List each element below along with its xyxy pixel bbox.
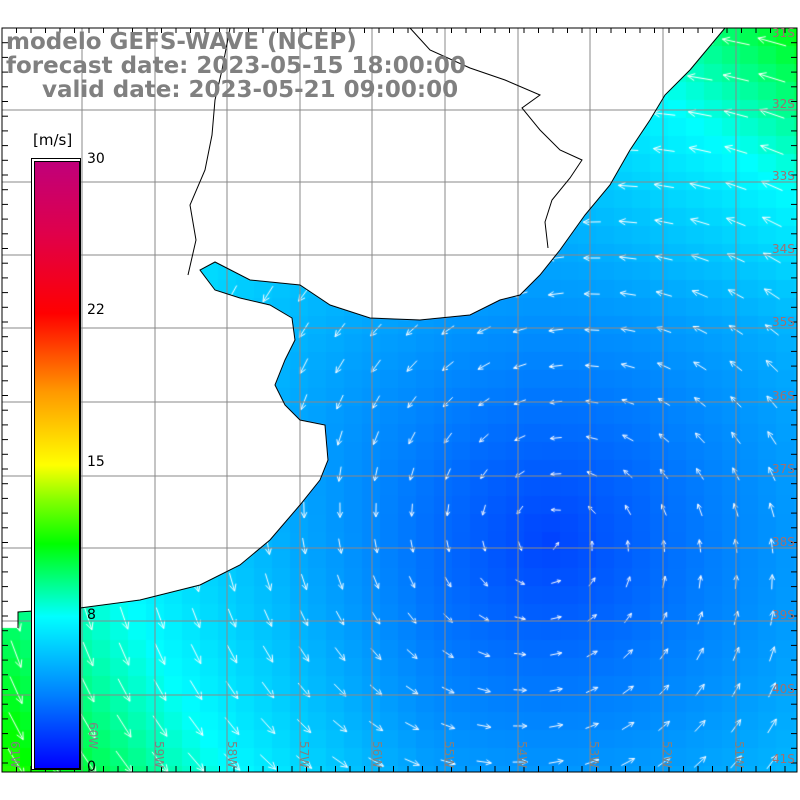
longitude-label: 54W [515, 741, 529, 769]
colorbar-label: 15 [87, 454, 105, 470]
latitude-label: 40S [772, 682, 795, 696]
latitude-label: 41S [772, 752, 795, 766]
latitude-label: 37S [772, 462, 795, 476]
colorbar-label: 0 [87, 759, 96, 775]
longitude-label: 55W [442, 741, 456, 769]
longitude-label: 61W [8, 741, 22, 769]
longitude-label: 52W [660, 741, 674, 769]
colorbar-unit: [m/s] [33, 131, 73, 149]
colorbar-label: 8 [87, 607, 96, 623]
longitude-label: 58W [225, 741, 239, 769]
colorbar [34, 161, 80, 769]
longitude-label: 59W [152, 741, 166, 769]
longitude-label: 53W [587, 741, 601, 769]
longitude-label: 57W [297, 741, 311, 769]
latitude-label: 39S [772, 608, 795, 622]
title-model: modelo GEFS-WAVE (NCEP) [6, 29, 357, 55]
longitude-label: 56W [370, 741, 384, 769]
title-valid-date: valid date: 2023-05-21 09:00:00 [42, 77, 459, 103]
coastline-lagoon [409, 27, 583, 249]
latitude-label: 32S [772, 97, 795, 111]
latitude-label: 35S [772, 315, 795, 329]
coastline [17, 27, 797, 628]
title-forecast-date: forecast date: 2023-05-15 18:00:00 [6, 53, 466, 79]
uruguay-river-border [187, 27, 231, 276]
latitude-label: 38S [772, 535, 795, 549]
latitude-label: 36S [772, 389, 795, 403]
longitude-label: 60W [86, 722, 100, 750]
latitude-label: 31S [772, 26, 795, 40]
latitude-label: 34S [772, 242, 795, 256]
longitude-label: 51W [732, 741, 746, 769]
latitude-label: 33S [772, 169, 795, 183]
colorbar-label: 22 [87, 302, 105, 318]
colorbar-label: 30 [87, 151, 105, 167]
map-frame [1, 27, 798, 773]
